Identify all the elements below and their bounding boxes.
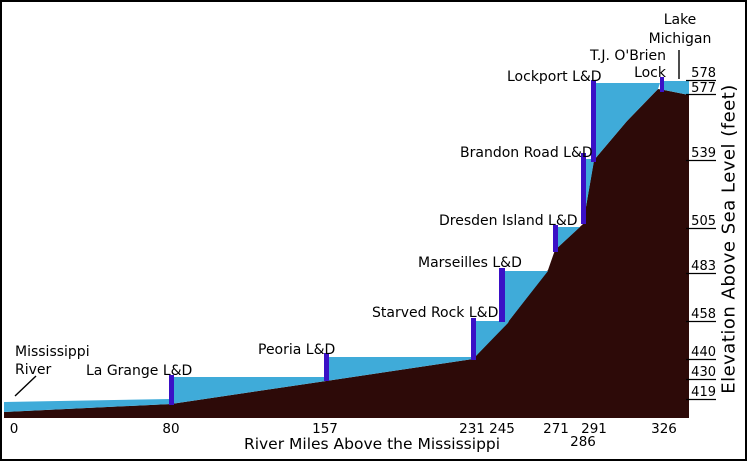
x-axis-title: River Miles Above the Mississippi bbox=[243, 435, 501, 453]
xtick-326: 326 bbox=[651, 421, 677, 437]
xtick-80: 80 bbox=[162, 421, 180, 437]
pool-505-water bbox=[555, 227, 580, 250]
xtick-286: 286 bbox=[570, 434, 596, 450]
ylabel-430: 430 bbox=[691, 365, 716, 380]
peoria-label: Peoria L&D bbox=[258, 342, 336, 358]
peoria-dam-bar bbox=[324, 353, 329, 381]
ylabel-577: 577 bbox=[691, 81, 716, 96]
mississippi-pointer-line bbox=[14, 375, 37, 397]
starved-rock-label: Starved Rock L&D bbox=[372, 305, 499, 321]
pool-577-water bbox=[594, 83, 660, 160]
obrien-lock-bar bbox=[660, 77, 664, 92]
la-grange-dam-bar bbox=[169, 375, 174, 405]
dresden-island-label: Dresden Island L&D bbox=[439, 213, 578, 229]
xtick-0: 0 bbox=[9, 421, 19, 437]
brandon-road-label: Brandon Road L&D bbox=[460, 145, 593, 161]
xtick-271: 271 bbox=[543, 421, 569, 437]
ylabel-578: 578 bbox=[691, 66, 716, 81]
marseilles-dam-bar bbox=[499, 268, 505, 322]
pool-458-water bbox=[473, 321, 509, 359]
lake-michigan-label: Lake Michigan bbox=[648, 12, 712, 47]
ylabel-505: 505 bbox=[691, 214, 716, 229]
marseilles-label: Marseilles L&D bbox=[418, 255, 522, 271]
land-profile-area bbox=[4, 89, 689, 418]
brandon-road-dam-bar bbox=[581, 153, 586, 224]
pool-430-water bbox=[171, 377, 326, 404]
xtick-245: 245 bbox=[489, 421, 515, 437]
dresden-island-dam-bar bbox=[553, 225, 558, 252]
lockport-dam-bar bbox=[591, 80, 596, 162]
xtick-157: 157 bbox=[312, 421, 338, 437]
lake-michigan-water bbox=[661, 81, 689, 95]
ylabel-539: 539 bbox=[691, 146, 716, 161]
mississippi-river-label: Mississippi River bbox=[15, 344, 90, 378]
xtick-291: 291 bbox=[581, 421, 607, 437]
pool-440-water bbox=[326, 357, 473, 381]
ylabel-440: 440 bbox=[691, 345, 716, 360]
starved-rock-dam-bar bbox=[471, 318, 476, 360]
ylabel-419: 419 bbox=[691, 385, 716, 400]
y-axis-title: Elevation Above Sea Level (feet) bbox=[718, 84, 740, 394]
ylabel-458: 458 bbox=[691, 307, 716, 322]
xtick-231: 231 bbox=[459, 421, 485, 437]
la-grange-label: La Grange L&D bbox=[86, 363, 193, 379]
pool-483-water bbox=[505, 271, 548, 326]
obrien-lock-label: T.J. O'Brien Lock bbox=[590, 48, 666, 81]
ylabel-483: 483 bbox=[691, 259, 716, 274]
lockport-label: Lockport L&D bbox=[507, 69, 602, 85]
pool-419-water bbox=[4, 399, 171, 412]
